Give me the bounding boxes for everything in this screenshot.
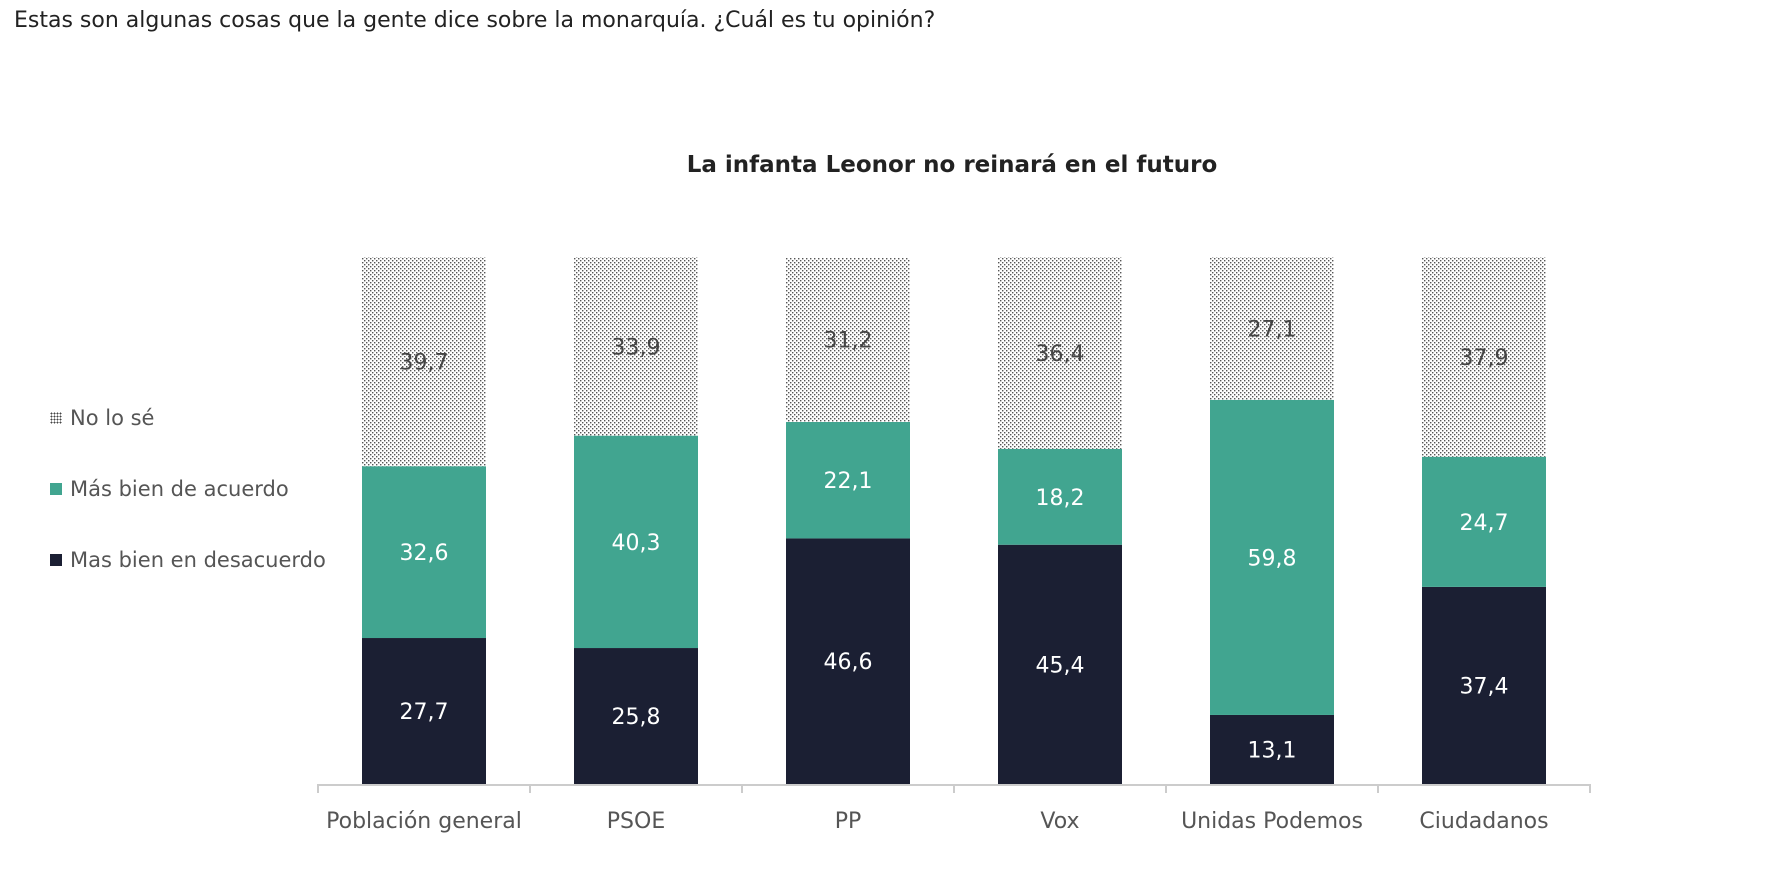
legend-swatch — [50, 554, 62, 566]
data-label-5-2: 37,9 — [1460, 346, 1509, 371]
x-axis: Población general PSOE PP Vox Unidas Podemos… — [317, 784, 1591, 834]
bar-segment-5-2 — [1422, 257, 1546, 457]
page-title: Estas son algunas cosas que la gente dic… — [14, 8, 936, 33]
bar-segment-3-2 — [998, 257, 1122, 449]
legend-swatch — [50, 412, 62, 424]
data-label-4-1: 59,8 — [1248, 546, 1297, 571]
bar-segment-4-0 — [1210, 714, 1334, 784]
data-label-3-1: 18,2 — [1036, 486, 1085, 511]
x-tick-label-1: PSOE — [607, 809, 665, 834]
bar-segment-3-1 — [998, 448, 1122, 545]
data-label-2-2: 31,2 — [824, 329, 873, 354]
bar-segment-0-2 — [362, 257, 486, 467]
bar-segment-1-0 — [574, 648, 698, 784]
data-label-3-2: 36,4 — [1036, 342, 1085, 367]
data-label-1-0: 25,8 — [612, 705, 661, 730]
data-label-0-0: 27,7 — [400, 700, 449, 725]
legend-label: No lo sé — [70, 406, 155, 430]
x-tick-label-3: Vox — [1040, 809, 1079, 834]
legend-label: Más bien de acuerdo — [70, 477, 289, 501]
legend-item: Mas bien en desacuerdo — [50, 548, 326, 572]
data-label-2-0: 46,6 — [824, 650, 873, 675]
data-label-4-0: 13,1 — [1248, 738, 1297, 763]
legend-label: Mas bien en desacuerdo — [70, 548, 326, 572]
bar-segment-5-1 — [1422, 456, 1546, 587]
bar-segment-1-2 — [574, 257, 698, 436]
bars-layer: 27,7 32,6 39,7 25,8 40,3 33,9 46,6 22,1 31,2 45,4… — [362, 257, 1546, 784]
legend-swatch — [50, 483, 62, 495]
data-label-3-0: 45,4 — [1036, 653, 1085, 678]
bar-segment-2-2 — [786, 257, 910, 422]
x-tick-label-4: Unidas Podemos — [1181, 809, 1363, 834]
x-tick-label-5: Ciudadanos — [1419, 809, 1548, 834]
bar-segment-3-0 — [998, 544, 1122, 784]
data-label-5-1: 24,7 — [1460, 511, 1509, 536]
bar-segment-1-1 — [574, 435, 698, 649]
data-label-0-1: 32,6 — [400, 541, 449, 566]
data-label-4-2: 27,1 — [1248, 317, 1297, 342]
bar-segment-0-0 — [362, 638, 486, 784]
bar-segment-2-0 — [786, 538, 910, 784]
data-label-1-2: 33,9 — [612, 335, 661, 360]
data-label-1-1: 40,3 — [612, 531, 661, 556]
data-label-0-2: 39,7 — [400, 351, 449, 376]
chart-title: La infanta Leonor no reinará en el futur… — [686, 152, 1218, 178]
data-label-5-0: 37,4 — [1460, 674, 1509, 699]
x-tick-label-0: Población general — [326, 809, 522, 834]
bar-segment-4-1 — [1210, 399, 1334, 715]
bar-segment-0-1 — [362, 466, 486, 639]
legend-item: Más bien de acuerdo — [50, 477, 289, 501]
x-tick-label-2: PP — [835, 809, 862, 834]
bar-segment-2-1 — [786, 421, 910, 539]
bar-segment-5-0 — [1422, 586, 1546, 784]
legend-item: No lo sé — [50, 406, 154, 430]
bar-segment-4-2 — [1210, 257, 1334, 400]
data-label-2-1: 22,1 — [824, 469, 873, 494]
